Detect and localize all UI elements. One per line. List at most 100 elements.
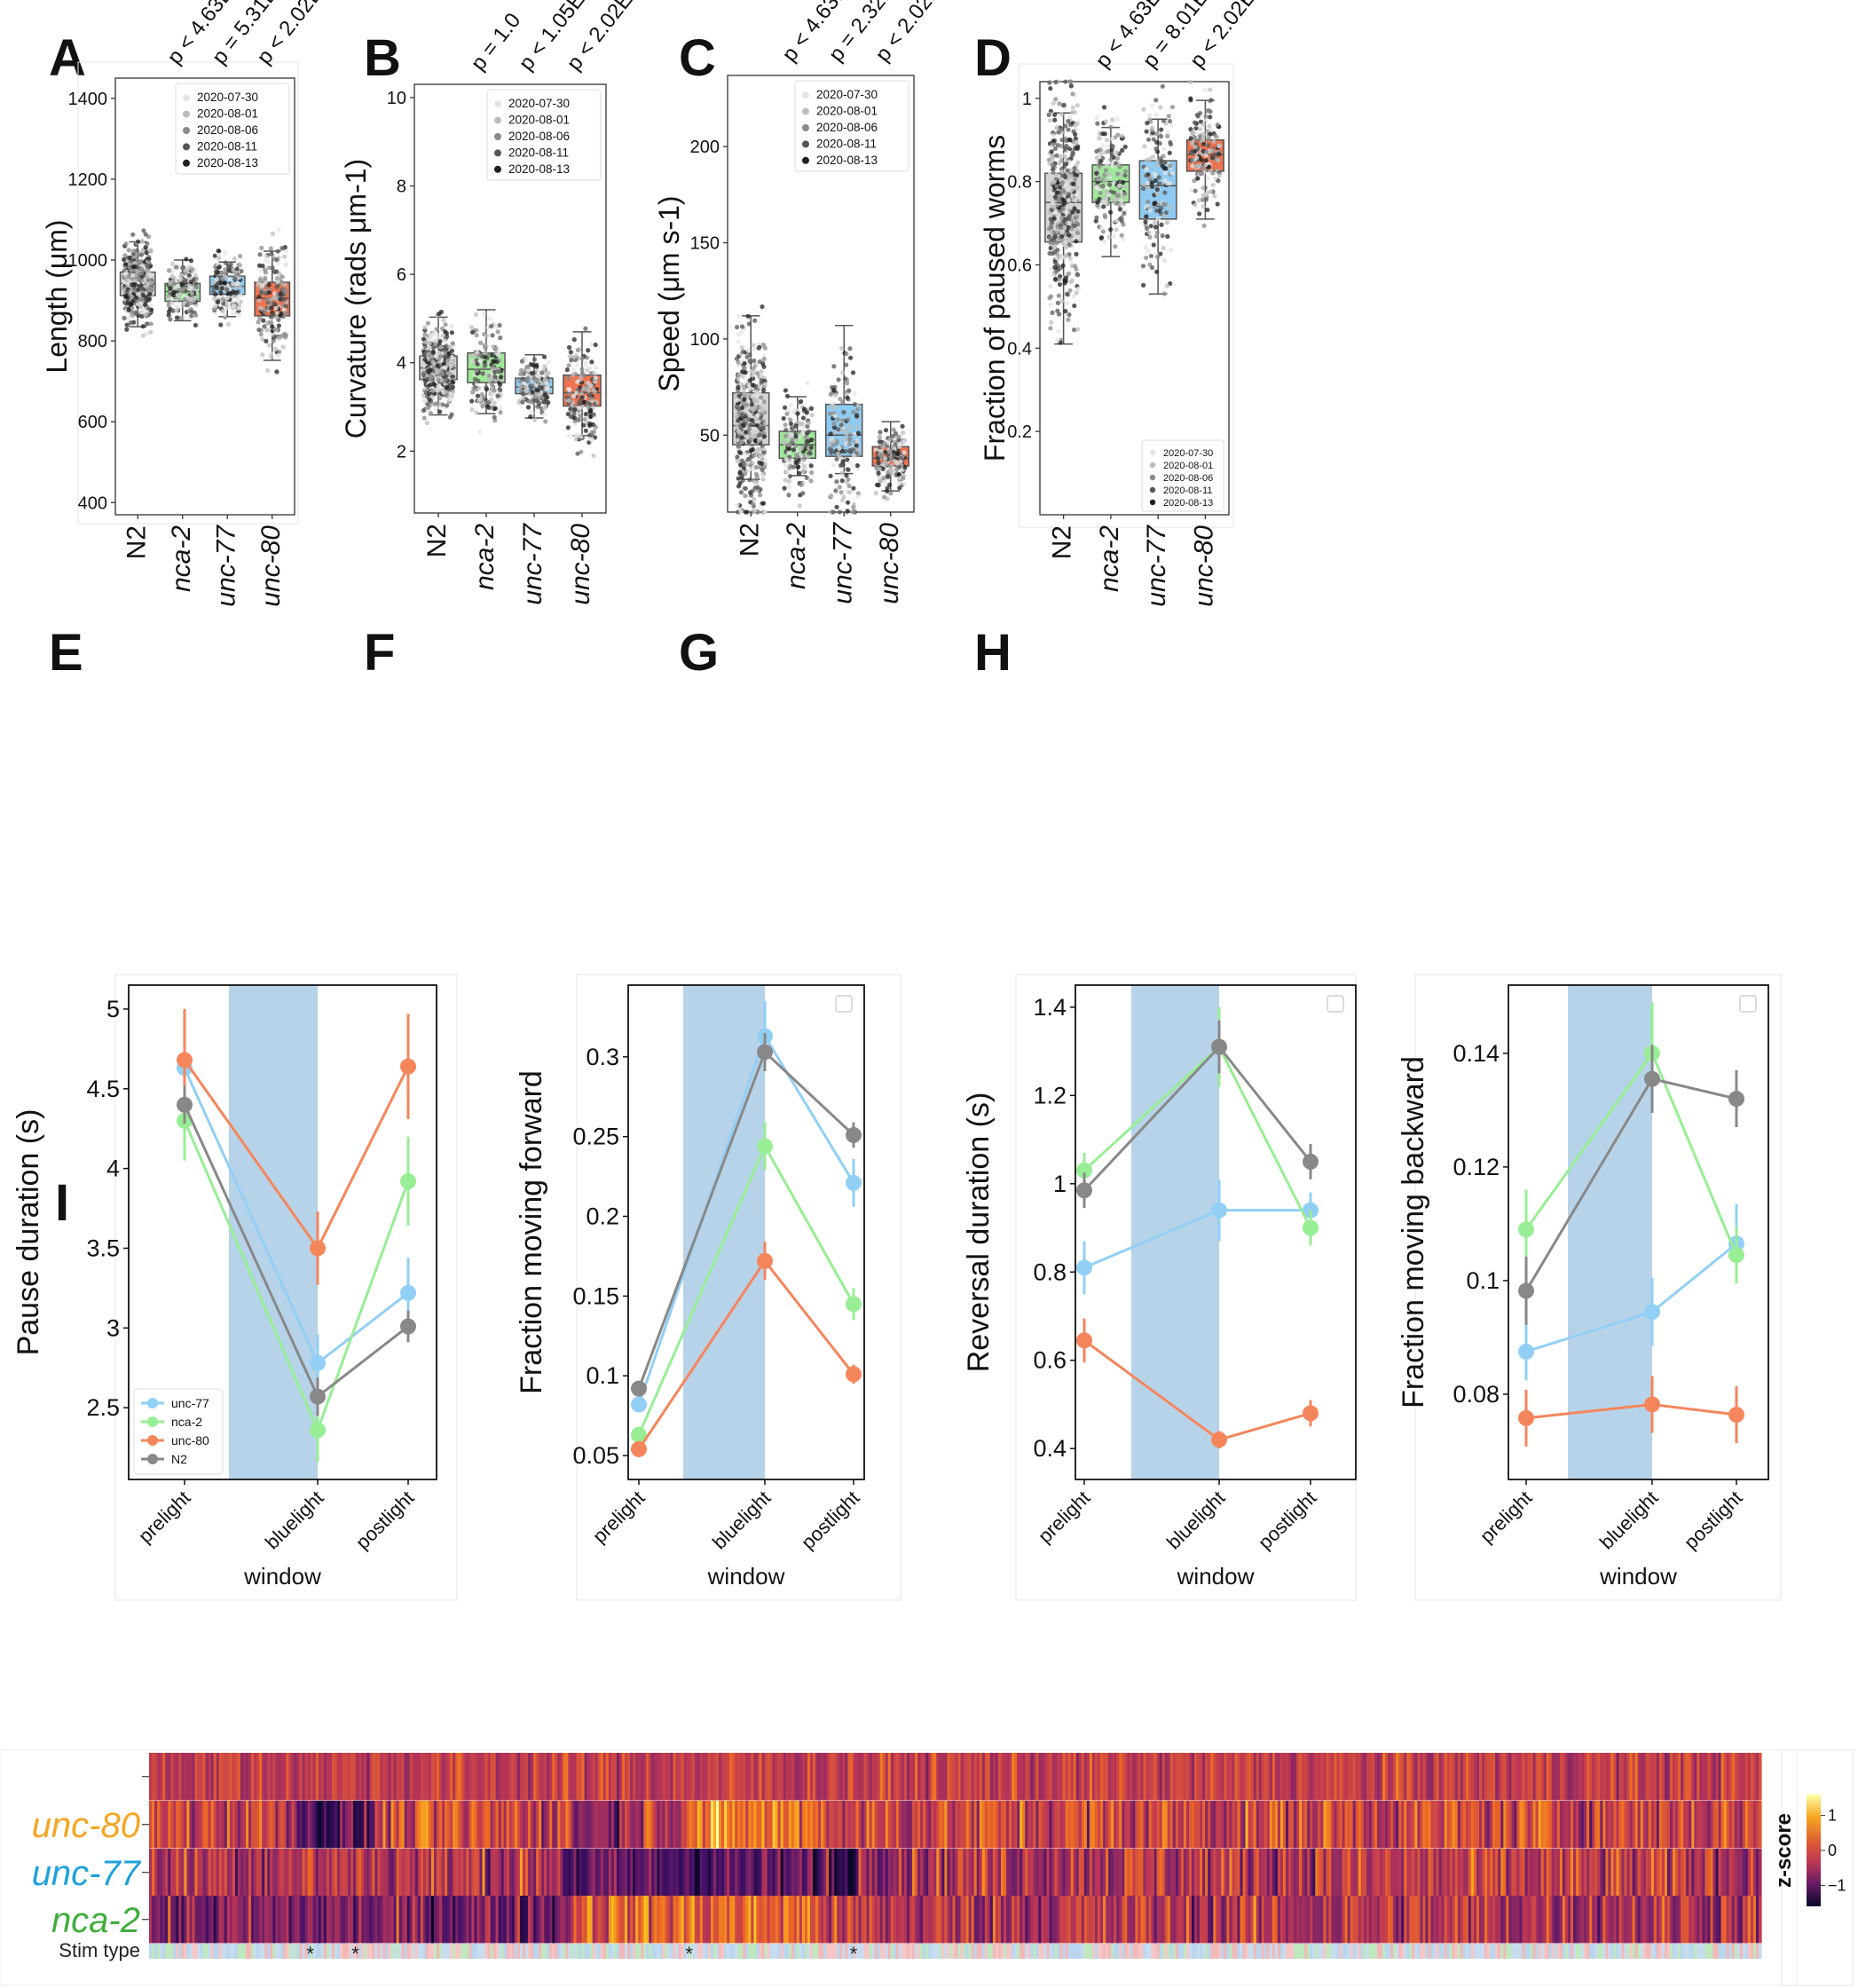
data-point [219,286,224,291]
data-point [220,301,226,306]
data-point [1147,156,1153,162]
legend-marker [494,100,501,108]
data-point [1195,176,1201,181]
data-point [881,494,887,500]
data-point [1109,147,1114,153]
data-point [427,383,432,388]
data-point [1209,147,1215,153]
y-tick-label: 5 [106,996,120,1022]
data-point [520,399,525,405]
data-point [793,434,799,439]
data-point [179,265,185,271]
data-point [227,277,232,282]
legend-marker [1149,486,1156,493]
y-tick-label: 0.1 [1466,1267,1500,1294]
data-point [264,297,270,303]
data-point [1211,138,1216,145]
data-point [1111,233,1116,239]
data-point [593,365,599,370]
data-point [582,417,587,422]
y-tick-label: 0.2 [1007,422,1032,442]
data-point [1050,230,1055,235]
data-point [440,371,445,376]
data-point [1216,173,1223,178]
data-point [589,438,594,443]
data-point [495,393,500,398]
data-point [168,317,173,322]
data-point [1119,199,1124,204]
data-point [752,346,757,351]
data-point [1100,229,1106,234]
data-point [583,326,588,331]
data-point [258,332,264,337]
data-point [831,388,837,393]
data-point [736,406,741,412]
data-point [124,327,130,332]
data-point [1056,197,1062,203]
data-point [783,427,789,433]
data-point [1144,255,1149,261]
data-point [495,329,500,335]
data-point [1206,137,1211,142]
data-point [1064,244,1069,250]
data-point [498,388,503,393]
data-point [735,325,740,330]
y-axis-label: Reversal duration (s) [962,1093,996,1373]
data-point [274,257,279,263]
y-tick-label: 100 [690,330,720,350]
data-point [1117,164,1122,170]
x-tick-label: bluelight [1162,1487,1230,1554]
data-point [1094,185,1099,191]
data-point [140,248,146,253]
data-point [832,430,838,435]
data-point [540,367,546,372]
data-point [1201,131,1207,137]
data-point [542,392,547,398]
data-point [1114,171,1121,177]
data-point [1075,169,1081,174]
y-tick-label: 3.5 [86,1235,120,1261]
data-point [283,310,288,315]
data-point [901,481,907,486]
data-point [1050,272,1056,277]
data-point [739,412,745,418]
data-point [268,301,273,306]
data-point [746,321,752,327]
data-point [1075,272,1081,278]
data-point [831,509,836,515]
data-point [854,443,859,448]
data-point [424,420,429,426]
data-point [1161,245,1166,250]
data-point [235,298,241,304]
data-point [216,299,221,304]
data-point [564,367,570,373]
legend-marker [802,107,809,115]
data-point [840,370,846,375]
p-value-label: p = 1.0 [466,9,525,75]
data-point [1164,220,1169,225]
data-point [752,496,757,501]
data-point [224,287,230,292]
legend-marker [1149,474,1156,481]
data-point [400,1173,416,1190]
data-point [1167,150,1172,155]
data-point [224,301,230,306]
data-point [781,438,786,444]
data-point [1167,205,1172,210]
data-point [483,362,488,367]
data-point [588,342,594,347]
x-tick-label: bluelight [1595,1487,1663,1554]
data-point [736,339,741,344]
legend-label: 2020-08-06 [508,130,570,143]
y-tick-label: 0.4 [1007,339,1032,359]
legend-marker [147,1454,158,1464]
data-point [760,472,765,477]
data-point [589,430,594,435]
x-axis-label: window [1177,1563,1255,1590]
legend-label: 2020-08-11 [1163,485,1212,496]
legend-label: 2020-08-01 [816,105,878,118]
data-point [444,403,450,408]
data-point [1104,189,1110,194]
